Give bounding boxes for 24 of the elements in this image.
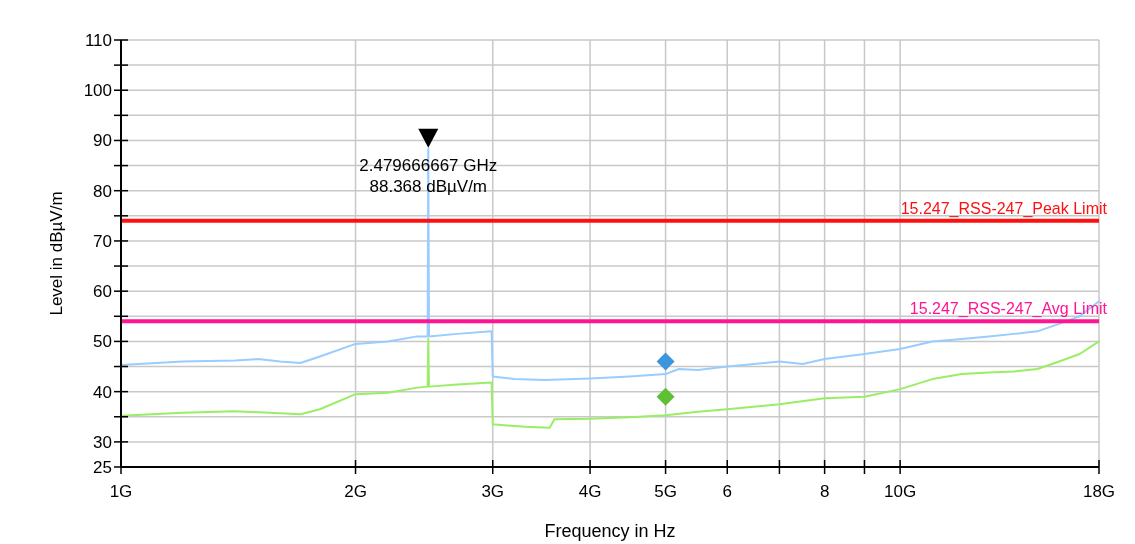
x-tick-label: 18G [1082, 482, 1116, 501]
y-tick-label: 100 [83, 81, 112, 101]
x-tick-label: 2G [344, 482, 367, 501]
y-tick-label: 30 [93, 432, 112, 452]
ref-line-label: 15.247_RSS-247_Avg Limit [909, 300, 1108, 319]
x-axis-title: Frequency in Hz [544, 521, 676, 541]
annotation: 2.479666667 GHz 88.368 dBµV/m [359, 155, 498, 196]
y-tick-label: 90 [93, 131, 112, 151]
ref-line-label: 15.247_RSS-247_Peak Limit [900, 199, 1108, 218]
x-tick-label: 1G [109, 482, 133, 501]
y-tick-label: 80 [93, 181, 112, 201]
y-axis-title: Level in dBµV/m [47, 191, 66, 316]
x-tick-label: 3G [481, 482, 505, 501]
y-tick-label: 70 [93, 231, 112, 251]
y-tick-label: 40 [93, 382, 112, 402]
x-tick-label: 4G [578, 482, 602, 501]
y-tick-label: 25 [93, 457, 112, 477]
y-tick-label: 50 [93, 332, 112, 352]
x-tick-label: 10G [884, 482, 917, 501]
y-tick-label: 110 [84, 30, 112, 50]
x-tick-label: 8 [819, 482, 830, 501]
x-tick-label: 6 [722, 482, 732, 501]
x-tick-label: 5G [654, 482, 677, 501]
y-tick-label: 60 [93, 282, 112, 302]
